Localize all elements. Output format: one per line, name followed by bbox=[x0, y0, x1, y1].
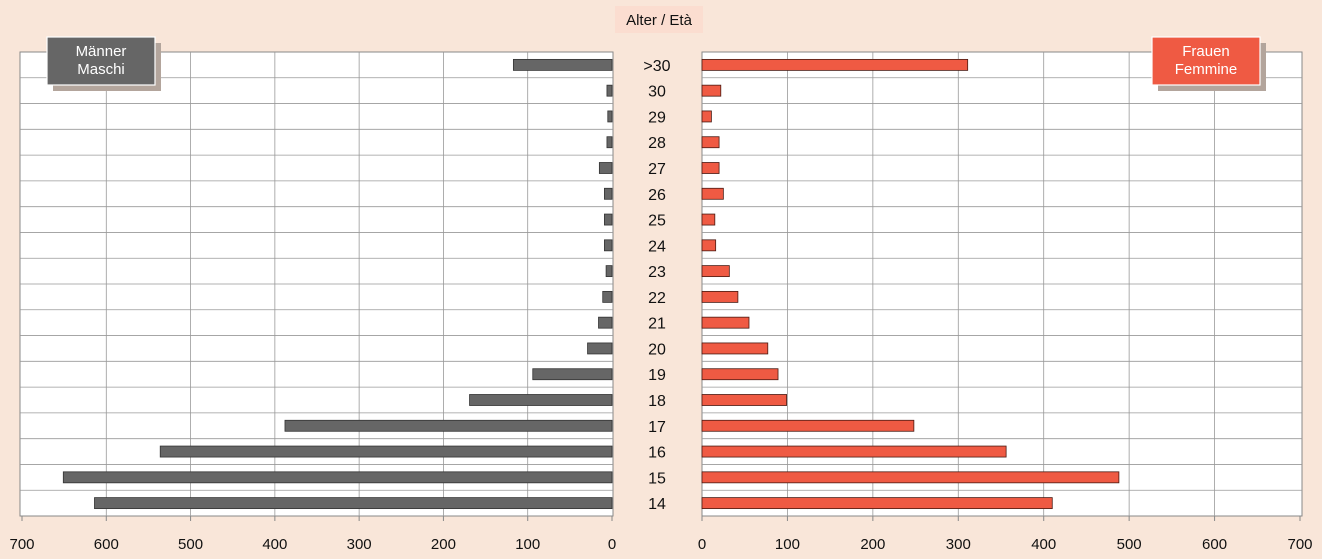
legend-right-label: Femmine bbox=[1175, 61, 1238, 78]
legend-left-label: Männer bbox=[76, 43, 127, 60]
age-category-label: 17 bbox=[648, 419, 666, 436]
bar-left-14 bbox=[94, 497, 613, 510]
bar-left-30 bbox=[606, 84, 613, 97]
bar-right->30 bbox=[701, 58, 969, 71]
left-x-tick-label: 0 bbox=[608, 536, 616, 553]
bar-left-20 bbox=[587, 342, 613, 355]
bar-left-23 bbox=[605, 265, 613, 278]
bar-left-18 bbox=[469, 394, 613, 406]
age-category-label: 20 bbox=[648, 341, 666, 358]
bar-right-26 bbox=[701, 187, 724, 200]
age-category-label: 23 bbox=[648, 264, 666, 281]
right-x-tick-label: 400 bbox=[1031, 536, 1056, 553]
age-category-label: 18 bbox=[648, 393, 666, 410]
left-x-tick-label: 600 bbox=[94, 536, 119, 553]
bar-left-25 bbox=[604, 213, 613, 226]
bar-right-24 bbox=[701, 239, 717, 252]
bar-right-19 bbox=[701, 368, 779, 381]
legend-right-box bbox=[1151, 36, 1261, 86]
bar-right-22 bbox=[701, 290, 739, 303]
bar-left-24 bbox=[604, 239, 613, 252]
bar-right-21 bbox=[701, 316, 750, 329]
right-x-tick-label: 100 bbox=[775, 536, 800, 553]
bar-right-28 bbox=[701, 136, 720, 149]
bar-left-22 bbox=[602, 290, 613, 303]
right-x-tick-label: 700 bbox=[1287, 536, 1312, 553]
right-x-tick-label: 0 bbox=[698, 536, 706, 553]
age-category-label: 14 bbox=[648, 496, 666, 513]
legend-right-label: Frauen bbox=[1182, 43, 1230, 60]
age-category-label: 16 bbox=[648, 445, 666, 462]
bar-right-20 bbox=[701, 342, 769, 355]
bar-left-28 bbox=[606, 136, 613, 149]
bar-right-18 bbox=[701, 394, 787, 406]
left-x-tick-label: 400 bbox=[262, 536, 287, 553]
left-x-tick-label: 700 bbox=[9, 536, 34, 553]
bar-right-14 bbox=[701, 497, 1053, 510]
age-category-label: 15 bbox=[648, 470, 666, 487]
age-category-label: 27 bbox=[648, 161, 666, 178]
age-category-label: 22 bbox=[648, 290, 666, 307]
bar-right-30 bbox=[701, 84, 722, 97]
bar-right-17 bbox=[701, 419, 915, 432]
center-header-background bbox=[615, 6, 703, 33]
age-category-label: >30 bbox=[643, 58, 670, 75]
right-x-tick-label: 500 bbox=[1117, 536, 1142, 553]
left-x-tick-label: 100 bbox=[515, 536, 540, 553]
center-header-label: Alter / Età bbox=[626, 12, 693, 29]
bar-right-15 bbox=[701, 471, 1120, 484]
legend-left-box bbox=[46, 36, 156, 86]
bar-right-16 bbox=[701, 445, 1007, 458]
bar-right-25 bbox=[701, 213, 716, 226]
bar-left-26 bbox=[604, 187, 613, 200]
age-category-label: 26 bbox=[648, 187, 666, 204]
bar-left-21 bbox=[598, 316, 613, 329]
age-category-label: 25 bbox=[648, 213, 666, 230]
bar-left-17 bbox=[284, 419, 613, 432]
age-category-label: 28 bbox=[648, 135, 666, 152]
age-category-label: 30 bbox=[648, 84, 666, 101]
age-category-label: 24 bbox=[648, 238, 666, 255]
bar-right-27 bbox=[701, 162, 720, 174]
legend-left-label: Maschi bbox=[77, 61, 125, 78]
left-x-tick-label: 500 bbox=[178, 536, 203, 553]
bar-right-23 bbox=[701, 265, 730, 278]
age-category-label: 19 bbox=[648, 367, 666, 384]
left-x-tick-label: 200 bbox=[431, 536, 456, 553]
bar-left-15 bbox=[62, 471, 613, 484]
age-category-label: 21 bbox=[648, 316, 666, 333]
right-x-tick-label: 600 bbox=[1202, 536, 1227, 553]
bar-left-19 bbox=[532, 368, 613, 381]
bar-left->30 bbox=[512, 58, 613, 71]
right-x-tick-label: 300 bbox=[946, 536, 971, 553]
left-x-tick-label: 300 bbox=[347, 536, 372, 553]
bar-left-16 bbox=[159, 445, 613, 458]
bar-right-29 bbox=[701, 110, 712, 123]
bar-left-27 bbox=[598, 162, 613, 174]
bar-left-29 bbox=[607, 110, 613, 123]
age-category-label: 29 bbox=[648, 109, 666, 126]
right-x-tick-label: 200 bbox=[860, 536, 885, 553]
